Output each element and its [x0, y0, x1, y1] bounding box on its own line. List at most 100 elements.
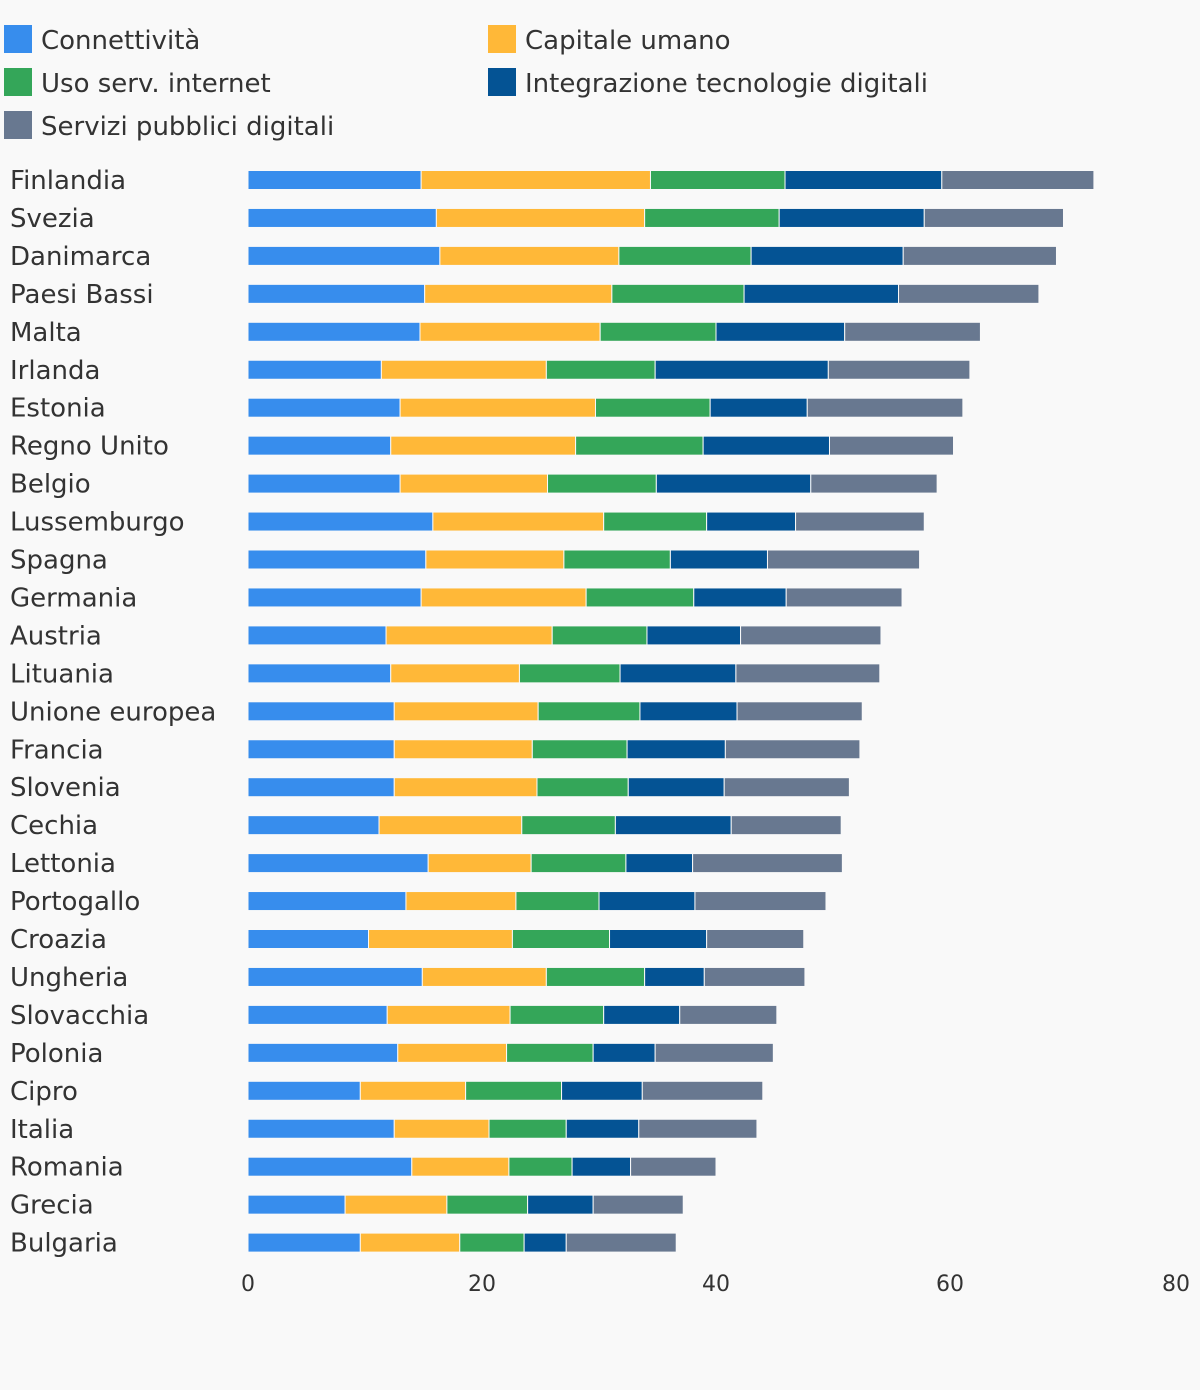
- bar-lettonia-servizi-pubblici-digitali: [692, 853, 843, 874]
- category-label-estonia: Estonia: [10, 394, 106, 424]
- bar-danimarca-capitale-umano: [439, 245, 620, 266]
- category-label-italia: Italia: [10, 1115, 74, 1145]
- bar-cipro-connettivita: [247, 1080, 361, 1101]
- bar-romania-servizi-pubblici-digitali: [630, 1156, 717, 1177]
- bar-polonia-uso-serv-internet: [506, 1042, 594, 1063]
- bar-regno-unito-integrazione-tecnologie-digitali: [702, 435, 830, 456]
- bar-lituania-servizi-pubblici-digitali: [735, 663, 881, 684]
- bar-portogallo-integrazione-tecnologie-digitali: [598, 891, 696, 912]
- bar-danimarca-integrazione-tecnologie-digitali: [750, 245, 904, 266]
- bar-paesi-bassi-capitale-umano: [424, 283, 613, 304]
- bar-lussemburgo-integrazione-tecnologie-digitali: [706, 511, 797, 532]
- bar-slovacchia-integrazione-tecnologie-digitali: [603, 1004, 681, 1025]
- bar-cechia-servizi-pubblici-digitali: [730, 815, 842, 836]
- category-label-regno-unito: Regno Unito: [10, 432, 169, 462]
- bar-bulgaria-servizi-pubblici-digitali: [565, 1232, 677, 1253]
- bar-portogallo-connettivita: [247, 891, 407, 912]
- bar-estonia-capitale-umano: [399, 397, 596, 418]
- bar-slovacchia-capitale-umano: [386, 1004, 511, 1025]
- bar-spagna-connettivita: [247, 549, 427, 570]
- category-label-danimarca: Danimarca: [10, 242, 151, 272]
- bar-unione-europea-integrazione-tecnologie-digitali: [639, 701, 738, 722]
- bar-francia-servizi-pubblici-digitali: [724, 739, 861, 760]
- bar-cipro-capitale-umano: [359, 1080, 467, 1101]
- bar-romania-uso-serv-internet: [508, 1156, 573, 1177]
- bar-austria-servizi-pubblici-digitali: [740, 625, 882, 646]
- bar-finlandia-servizi-pubblici-digitali: [941, 170, 1095, 190]
- bar-malta-uso-serv-internet: [599, 321, 717, 342]
- bar-belgio-capitale-umano: [399, 473, 549, 494]
- bar-croazia-capitale-umano: [368, 929, 513, 949]
- bar-croazia-integrazione-tecnologie-digitali: [609, 929, 708, 949]
- bar-ungheria-capitale-umano: [421, 966, 547, 987]
- bar-lettonia-connettivita: [247, 853, 429, 874]
- bar-germania-servizi-pubblici-digitali: [785, 587, 903, 608]
- bar-polonia-connettivita: [247, 1042, 399, 1063]
- bar-lettonia-uso-serv-internet: [530, 853, 627, 874]
- bar-lettonia-capitale-umano: [427, 853, 532, 874]
- bar-belgio-integrazione-tecnologie-digitali: [655, 473, 812, 494]
- bar-svezia-connettivita: [247, 207, 437, 228]
- bar-ungheria-servizi-pubblici-digitali: [703, 966, 806, 987]
- category-label-slovacchia: Slovacchia: [10, 1001, 149, 1031]
- bar-germania-uso-serv-internet: [585, 587, 695, 608]
- category-label-belgio: Belgio: [10, 470, 91, 500]
- bar-polonia-integrazione-tecnologie-digitali: [592, 1042, 656, 1063]
- bar-danimarca-connettivita: [247, 245, 441, 266]
- bar-grecia-capitale-umano: [344, 1194, 448, 1215]
- legend-label-servizi-pubblici-digitali: Servizi pubblici digitali: [41, 112, 334, 142]
- bar-francia-uso-serv-internet: [531, 739, 628, 760]
- category-label-portogallo: Portogallo: [10, 887, 140, 917]
- category-label-svezia: Svezia: [10, 204, 95, 234]
- bar-irlanda-uso-serv-internet: [545, 359, 656, 380]
- bar-slovenia-servizi-pubblici-digitali: [723, 777, 850, 798]
- bar-lussemburgo-servizi-pubblici-digitali: [795, 511, 925, 532]
- bar-bulgaria-capitale-umano: [359, 1232, 461, 1253]
- category-label-croazia: Croazia: [10, 925, 107, 955]
- category-label-lettonia: Lettonia: [10, 849, 116, 879]
- bar-unione-europea-servizi-pubblici-digitali: [736, 701, 863, 722]
- bar-finlandia-integrazione-tecnologie-digitali: [784, 170, 943, 190]
- legend-swatch-uso-serv-internet: [4, 68, 32, 96]
- bar-grecia-servizi-pubblici-digitali: [592, 1194, 684, 1215]
- bar-regno-unito-uso-serv-internet: [575, 435, 704, 456]
- bar-cipro-integrazione-tecnologie-digitali: [561, 1080, 643, 1101]
- bar-austria-connettivita: [247, 625, 387, 646]
- legend-swatch-capitale-umano: [488, 25, 516, 53]
- bar-germania-capitale-umano: [420, 587, 587, 608]
- bar-paesi-bassi-uso-serv-internet: [611, 283, 745, 304]
- bar-lettonia-integrazione-tecnologie-digitali: [625, 853, 694, 874]
- category-label-ungheria: Ungheria: [10, 963, 128, 993]
- bar-spagna-integrazione-tecnologie-digitali: [669, 549, 768, 570]
- bars: [247, 170, 1095, 1253]
- bar-slovenia-uso-serv-internet: [536, 777, 629, 798]
- bar-croazia-uso-serv-internet: [511, 929, 611, 949]
- bar-finlandia-uso-serv-internet: [649, 170, 786, 190]
- bar-lussemburgo-capitale-umano: [432, 511, 605, 532]
- bar-grecia-connettivita: [247, 1194, 346, 1215]
- bar-malta-servizi-pubblici-digitali: [844, 321, 981, 342]
- bar-cechia-capitale-umano: [378, 815, 523, 836]
- legend-swatch-servizi-pubblici-digitali: [4, 111, 32, 139]
- bar-bulgaria-uso-serv-internet: [459, 1232, 525, 1253]
- bar-ungheria-integrazione-tecnologie-digitali: [644, 966, 705, 987]
- bar-romania-integrazione-tecnologie-digitali: [571, 1156, 632, 1177]
- category-label-bulgaria: Bulgaria: [10, 1229, 118, 1259]
- bar-estonia-integrazione-tecnologie-digitali: [709, 397, 808, 418]
- bar-cechia-uso-serv-internet: [521, 815, 616, 836]
- bar-cechia-integrazione-tecnologie-digitali: [614, 815, 732, 836]
- bar-finlandia-capitale-umano: [420, 170, 651, 190]
- bar-spagna-uso-serv-internet: [563, 549, 671, 570]
- bar-belgio-connettivita: [247, 473, 401, 494]
- category-label-cipro: Cipro: [10, 1077, 78, 1107]
- bar-austria-capitale-umano: [385, 625, 553, 646]
- bar-svezia-capitale-umano: [435, 207, 646, 228]
- bar-italia-integrazione-tecnologie-digitali: [565, 1118, 640, 1139]
- bar-paesi-bassi-integrazione-tecnologie-digitali: [743, 283, 900, 304]
- bar-cechia-connettivita: [247, 815, 380, 836]
- category-label-francia: Francia: [10, 735, 104, 765]
- category-label-malta: Malta: [10, 318, 82, 348]
- x-tick-label-20: 20: [468, 1272, 496, 1297]
- bar-spagna-capitale-umano: [425, 549, 565, 570]
- bar-malta-integrazione-tecnologie-digitali: [715, 321, 846, 342]
